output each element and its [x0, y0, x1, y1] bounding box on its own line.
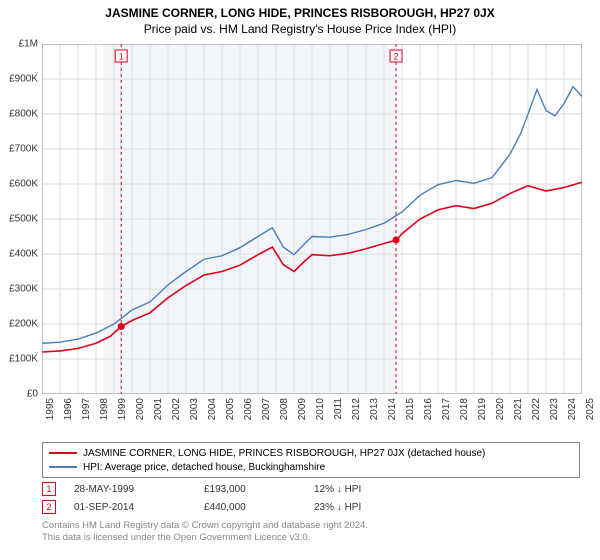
transaction-diff: 12% ↓ HPI — [314, 484, 424, 495]
legend-item: HPI: Average price, detached house, Buck… — [49, 460, 573, 474]
transaction-marker: 2 — [42, 500, 56, 514]
x-axis-label: 2007 — [261, 398, 272, 420]
transaction-date: 01-SEP-2014 — [74, 502, 204, 513]
chart-subtitle: Price paid vs. HM Land Registry's House … — [0, 20, 600, 40]
legend-label: JASMINE CORNER, LONG HIDE, PRINCES RISBO… — [83, 448, 485, 459]
x-axis-label: 1995 — [45, 398, 56, 420]
y-axis-label: £100K — [9, 354, 38, 365]
y-axis-label: £700K — [9, 144, 38, 155]
x-axis-label: 1997 — [81, 398, 92, 420]
y-axis-label: £0 — [27, 389, 38, 400]
x-axis-label: 2013 — [369, 398, 380, 420]
footer-attribution: Contains HM Land Registry data © Crown c… — [42, 520, 368, 545]
y-axis-label: £200K — [9, 319, 38, 330]
y-axis-label: £300K — [9, 284, 38, 295]
y-axis-label: £400K — [9, 249, 38, 260]
x-axis-label: 1999 — [117, 398, 128, 420]
y-axis-label: £1M — [19, 39, 38, 50]
x-axis-label: 2008 — [279, 398, 290, 420]
x-axis-label: 2015 — [405, 398, 416, 420]
legend: JASMINE CORNER, LONG HIDE, PRINCES RISBO… — [42, 442, 580, 478]
x-axis-label: 2022 — [531, 398, 542, 420]
x-axis-label: 2023 — [549, 398, 560, 420]
legend-swatch — [49, 452, 77, 454]
x-axis-label: 2025 — [585, 398, 596, 420]
x-axis-label: 2014 — [387, 398, 398, 420]
x-axis-label: 2018 — [459, 398, 470, 420]
x-axis-label: 2001 — [153, 398, 164, 420]
x-axis-label: 2019 — [477, 398, 488, 420]
transaction-table: 1 28-MAY-1999£193,00012% ↓ HPI 2 01-SEP-201… — [42, 480, 424, 516]
chart-title: JASMINE CORNER, LONG HIDE, PRINCES RISBO… — [0, 0, 600, 20]
x-axis-label: 2011 — [333, 398, 344, 420]
x-axis-label: 2017 — [441, 398, 452, 420]
x-axis-label: 2021 — [513, 398, 524, 420]
x-axis-label: 2005 — [225, 398, 236, 420]
svg-text:1: 1 — [119, 52, 124, 62]
legend-label: HPI: Average price, detached house, Buck… — [83, 462, 325, 473]
transaction-row: 1 28-MAY-1999£193,00012% ↓ HPI — [42, 480, 424, 498]
x-axis-label: 2016 — [423, 398, 434, 420]
footer-line-1: Contains HM Land Registry data © Crown c… — [42, 520, 368, 532]
x-axis-label: 1998 — [99, 398, 110, 420]
transaction-marker: 1 — [42, 482, 56, 496]
chart-svg: 12 — [42, 44, 582, 394]
x-axis-label: 2012 — [351, 398, 362, 420]
legend-item: JASMINE CORNER, LONG HIDE, PRINCES RISBO… — [49, 446, 573, 460]
transaction-row: 2 01-SEP-2014£440,00023% ↓ HPI — [42, 498, 424, 516]
x-axis-label: 1996 — [63, 398, 74, 420]
legend-swatch — [49, 466, 77, 468]
x-axis-label: 2006 — [243, 398, 254, 420]
y-axis-label: £800K — [9, 109, 38, 120]
y-axis-label: £900K — [9, 74, 38, 85]
y-axis-label: £600K — [9, 179, 38, 190]
footer-line-2: This data is licensed under the Open Gov… — [42, 532, 368, 544]
x-axis-label: 2010 — [315, 398, 326, 420]
svg-text:2: 2 — [394, 52, 399, 62]
x-axis-label: 2020 — [495, 398, 506, 420]
x-axis-label: 2002 — [171, 398, 182, 420]
x-axis-label: 2009 — [297, 398, 308, 420]
x-axis-label: 2024 — [567, 398, 578, 420]
transaction-date: 28-MAY-1999 — [74, 484, 204, 495]
x-axis-label: 2000 — [135, 398, 146, 420]
x-axis-label: 2004 — [207, 398, 218, 420]
transaction-price: £440,000 — [204, 502, 314, 513]
transaction-price: £193,000 — [204, 484, 314, 495]
chart-area: 12 £0£100K£200K£300K£400K£500K£600K£700K… — [42, 44, 582, 394]
y-axis-label: £500K — [9, 214, 38, 225]
x-axis-label: 2003 — [189, 398, 200, 420]
transaction-diff: 23% ↓ HPI — [314, 502, 424, 513]
